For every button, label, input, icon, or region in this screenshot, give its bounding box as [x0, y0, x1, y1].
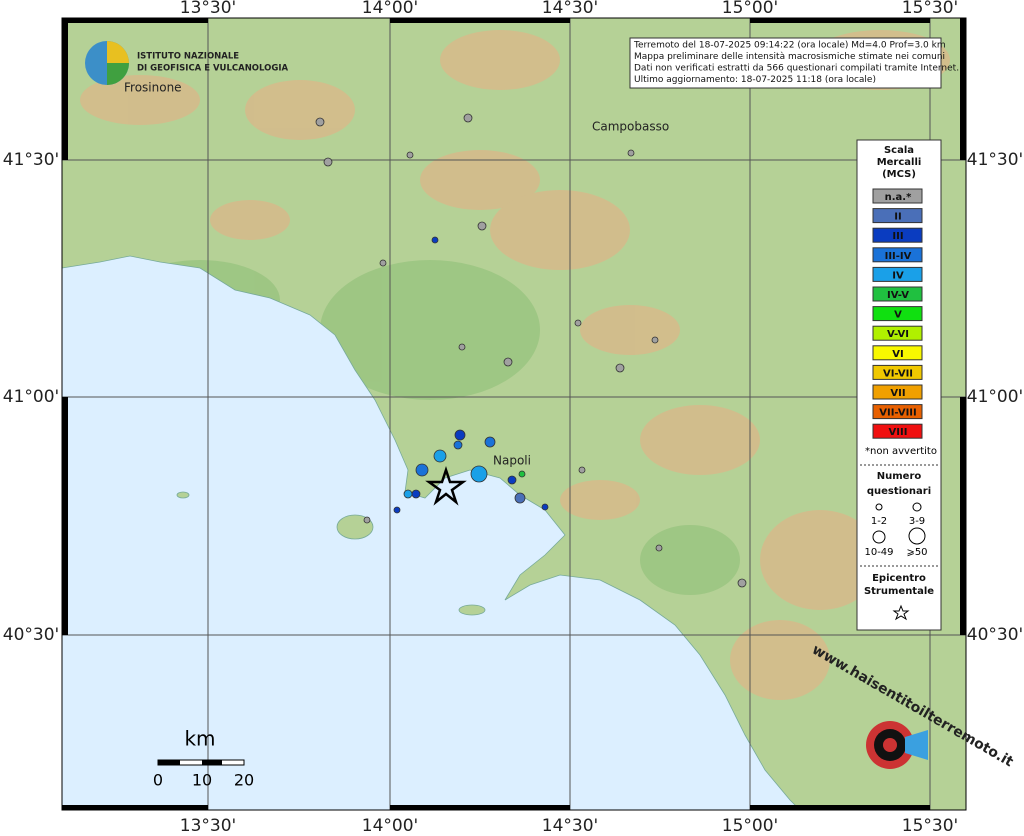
legend-label: VI — [892, 349, 903, 360]
legend-title: questionari — [867, 486, 931, 497]
lon-label: 14°00' — [362, 816, 418, 836]
legend: ScalaMercalli(MCS)n.a.*IIIIIIII-IVIVIV-V… — [856, 139, 942, 631]
star-symbol — [892, 604, 910, 621]
size-label: ⩾50 — [906, 547, 927, 558]
logo-line: ISTITUTO NAZIONALE — [137, 52, 239, 62]
place-label: Frosinone — [124, 81, 182, 95]
size-symbol — [908, 527, 926, 545]
epicenter-star — [425, 466, 467, 506]
places: Frosinone Campobasso Napoli — [124, 81, 669, 468]
legend-title: Numero — [877, 471, 922, 482]
logo-line: DI GEOFISICA E VULCANOLOGIA — [137, 64, 289, 74]
legend-title: Epicentro — [872, 573, 926, 584]
legend-note: *non avvertito — [865, 446, 937, 457]
info-line: Dati non verificati estratti da 566 ques… — [634, 64, 959, 74]
size-label: 10-49 — [864, 547, 893, 558]
legend-swatch — [872, 227, 923, 243]
size-symbol — [872, 530, 886, 544]
lat-label: 41°00' — [967, 387, 1023, 407]
intensity-points — [315, 113, 747, 588]
scale-tick-label: 10 — [192, 771, 212, 790]
scale-unit: km — [184, 727, 215, 751]
lon-label: 14°00' — [362, 0, 418, 18]
scale-bar: km 0 10 20 — [153, 727, 254, 790]
legend-label: IV-V — [887, 290, 909, 301]
legend-swatch — [872, 208, 923, 224]
legend-title: (MCS) — [882, 169, 916, 180]
logo: ISTITUTO NAZIONALE DI GEOFISICA E VULCAN… — [85, 41, 289, 85]
legend-swatch — [872, 345, 923, 361]
info-box: Terremoto del 18-07-2025 09:14:22 (ora l… — [629, 37, 959, 89]
size-label: 3-9 — [909, 516, 925, 527]
axis-labels: 13°30' 13°30' 14°00' 14°00' 14°30' 14°30' 15°0… — [3, 0, 1023, 836]
size-symbol — [875, 503, 883, 511]
lon-label: 15°00' — [722, 0, 778, 18]
legend-swatch — [872, 364, 923, 380]
place-label: Napoli — [493, 454, 531, 468]
legend-label: V-VI — [887, 329, 909, 340]
lon-label: 14°30' — [542, 816, 598, 836]
legend-label: VIII — [889, 427, 908, 438]
grid — [62, 18, 966, 810]
legend-swatch — [872, 266, 923, 282]
legend-swatch — [872, 188, 923, 204]
frame — [61, 17, 967, 811]
info-line: Ultimo aggiornamento: 18-07-2025 11:18 (… — [634, 75, 876, 85]
legend-title: Mercalli — [877, 157, 922, 168]
legend-swatch — [872, 247, 923, 263]
size-symbol — [912, 502, 922, 512]
lat-label: 40°30' — [967, 625, 1023, 645]
legend-label: VII-VIII — [879, 408, 917, 419]
legend-swatch — [872, 325, 923, 341]
legend-swatch — [872, 306, 923, 322]
info-line: Mappa preliminare delle intensità macros… — [634, 52, 945, 62]
legend-label: IV — [892, 270, 904, 281]
legend-label: V — [894, 310, 902, 321]
lon-label: 15°30' — [902, 816, 958, 836]
scale-tick-label: 0 — [153, 771, 163, 790]
scale-tick-label: 20 — [234, 771, 254, 790]
lon-label: 13°30' — [180, 816, 236, 836]
place-label: Campobasso — [592, 120, 669, 134]
lon-label: 13°30' — [180, 0, 236, 18]
legend-swatch — [872, 404, 923, 420]
lon-label: 14°30' — [542, 0, 598, 18]
legend-label: III — [892, 231, 903, 242]
lat-label: 41°30' — [3, 150, 59, 170]
legend-label: VII — [890, 388, 905, 399]
legend-swatch — [872, 384, 923, 400]
size-label: 1-2 — [871, 516, 887, 527]
map-area — [61, 18, 966, 811]
lat-label: 41°30' — [967, 150, 1023, 170]
legend-label: VI-VII — [883, 368, 913, 379]
lat-label: 40°30' — [3, 625, 59, 645]
lon-label: 15°00' — [722, 816, 778, 836]
legend-swatch — [872, 423, 923, 439]
legend-title: Scala — [884, 145, 914, 156]
legend-label: n.a.* — [885, 192, 912, 203]
info-line: Terremoto del 18-07-2025 09:14:22 (ora l… — [633, 41, 946, 51]
legend-title: Strumentale — [864, 586, 934, 597]
legend-label: II — [894, 212, 901, 223]
legend-swatch — [872, 286, 923, 302]
lat-label: 41°00' — [3, 387, 59, 407]
relief — [80, 30, 950, 700]
lon-label: 15°30' — [902, 0, 958, 18]
legend-label: III-IV — [885, 251, 912, 262]
